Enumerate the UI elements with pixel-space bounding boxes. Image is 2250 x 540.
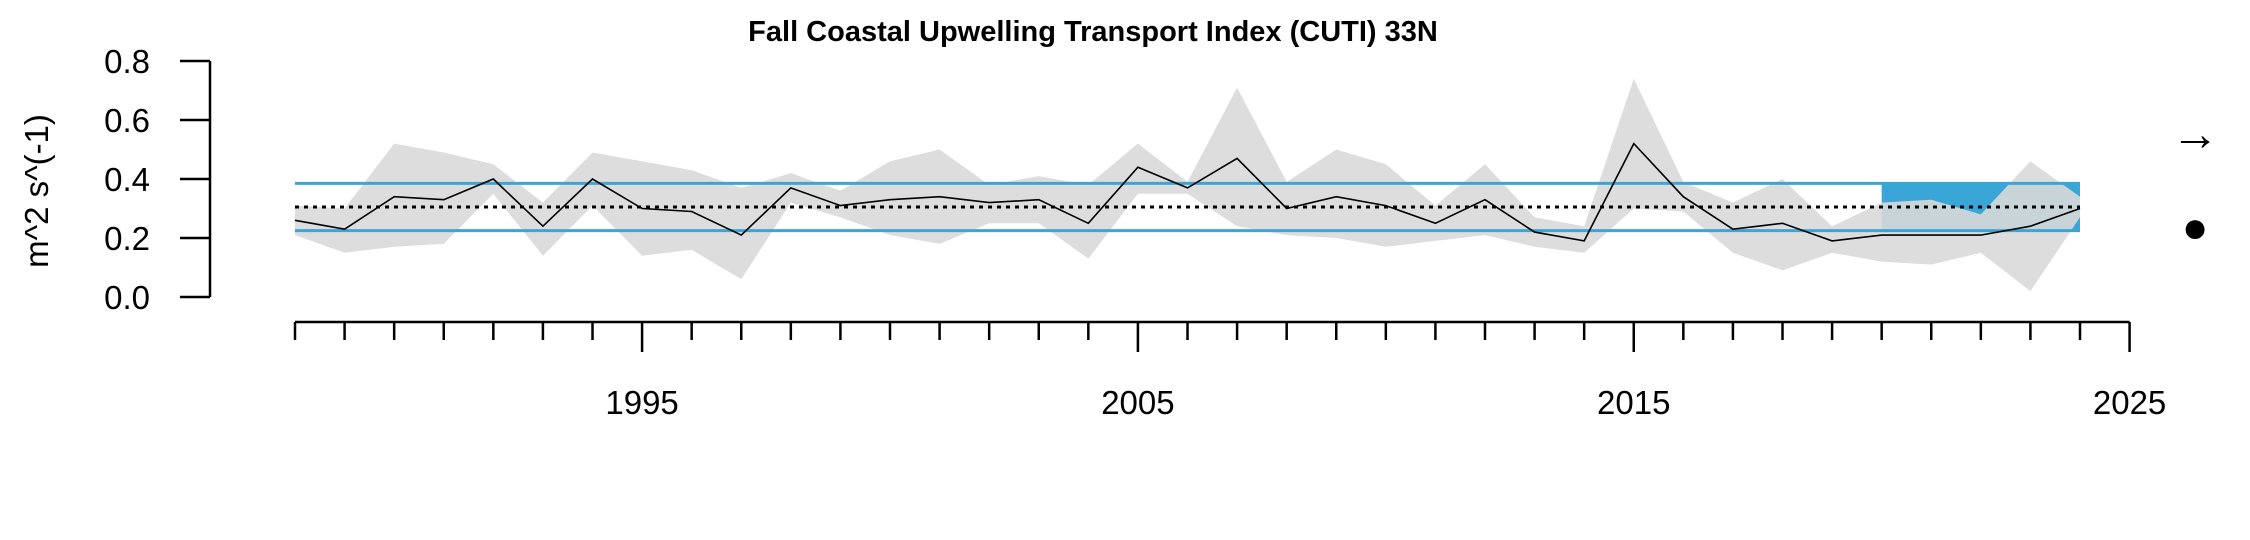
status-dot-icon: ● bbox=[2182, 203, 2209, 252]
x-axis: 1995 2005 2015 2025 bbox=[293, 320, 2166, 421]
y-tick-label: 0.2 bbox=[104, 220, 150, 257]
y-axis: 0.0 0.2 0.4 0.6 0.8 bbox=[104, 43, 212, 316]
plot-area bbox=[294, 78, 2081, 292]
x-tick-label: 2025 bbox=[2093, 384, 2166, 421]
y-axis-label: m^2 s^(-1) bbox=[18, 114, 55, 268]
x-tick-label: 2005 bbox=[1101, 384, 1174, 421]
y-tick-label: 0.0 bbox=[104, 279, 150, 316]
y-tick-label: 0.8 bbox=[104, 43, 150, 80]
y-tick-label: 0.6 bbox=[104, 102, 150, 139]
y-tick-label: 0.4 bbox=[104, 161, 150, 198]
x-tick-label: 1995 bbox=[605, 384, 678, 421]
trend-arrow-icon: → bbox=[2171, 108, 2219, 161]
x-tick-label: 2015 bbox=[1597, 384, 1670, 421]
data-line bbox=[294, 142, 2081, 242]
chart-title: Fall Coastal Upwelling Transport Index (… bbox=[748, 16, 1438, 48]
